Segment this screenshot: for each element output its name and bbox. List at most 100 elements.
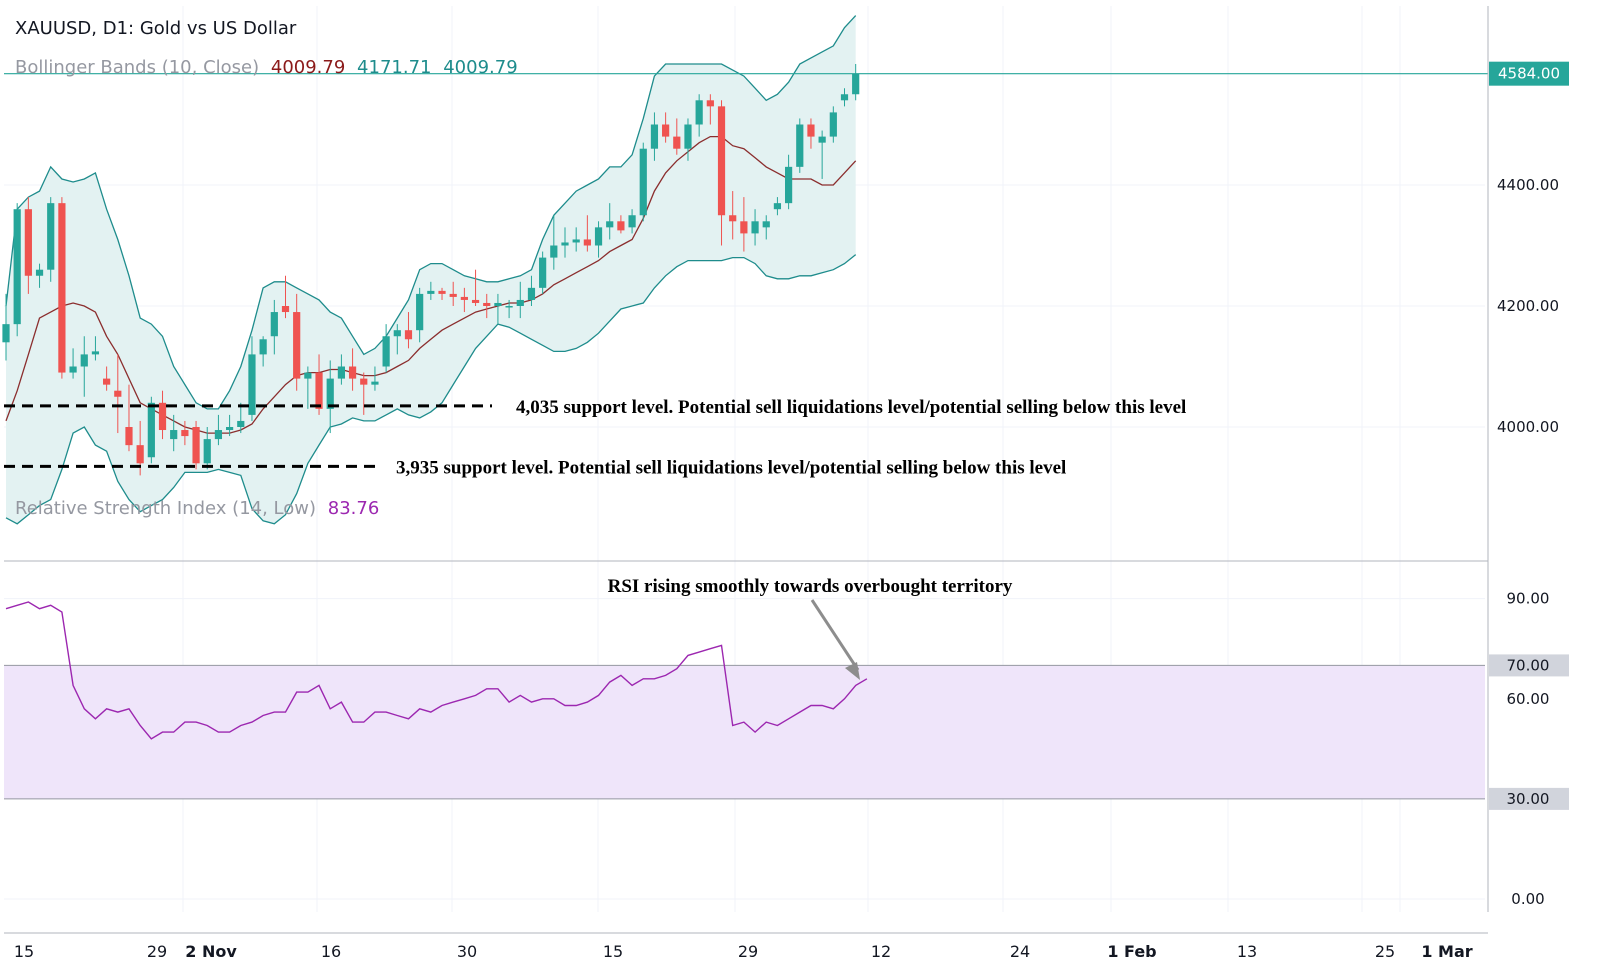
candle [550, 215, 558, 270]
candle [706, 94, 714, 125]
candle-body [684, 124, 692, 149]
candle [662, 112, 670, 143]
bollinger-value-2: 4171.71 [357, 57, 432, 78]
candle [58, 197, 66, 379]
candle-body [69, 366, 77, 373]
candle-body [337, 366, 345, 379]
rsi-tick-label: 60.00 [1507, 690, 1550, 708]
candle-body [348, 366, 357, 379]
candle [360, 372, 368, 415]
candle-body [583, 239, 591, 246]
rsi-tick-label: 70.00 [1507, 656, 1550, 674]
bollinger-band-fill [6, 15, 856, 524]
candle-body [259, 339, 267, 355]
candle [471, 269, 480, 306]
price-tick-label: 4400.00 [1497, 176, 1559, 194]
candle-body [471, 299, 480, 303]
candle [337, 354, 345, 385]
time-tick-label: 1 Mar [1421, 942, 1472, 961]
candle-body [360, 378, 368, 385]
candle-body [214, 430, 223, 440]
candle-body [170, 430, 178, 440]
current-price-tag-bg [1489, 61, 1569, 86]
price-tick-label: 4200.00 [1497, 297, 1559, 315]
candle [47, 197, 55, 282]
candle [561, 227, 569, 258]
annotation-arrow-shaft [810, 599, 860, 671]
candle [527, 275, 536, 306]
annotation-support-3935: 3,935 support level. Potential sell liqu… [396, 457, 1066, 478]
candle-body [829, 112, 837, 137]
candle [785, 154, 793, 210]
candle-body [438, 290, 446, 294]
candle [192, 420, 200, 470]
bollinger-value-3: 4009.79 [443, 57, 518, 78]
candle [214, 414, 223, 446]
candle [505, 299, 513, 319]
candle [852, 64, 860, 101]
rsi-tick-bg [1489, 654, 1569, 677]
annotation-support-4035: 4,035 support level. Potential sell liqu… [516, 397, 1186, 418]
candle [617, 215, 625, 234]
rsi-value: 83.76 [327, 498, 380, 519]
candle-body [818, 136, 826, 143]
candle [516, 281, 524, 319]
candle-body [561, 242, 569, 246]
candle-body [125, 427, 133, 446]
bollinger-legend: Bollinger Bands (10, Close) 4009.79 4171… [15, 57, 524, 78]
candle-body [483, 302, 491, 306]
candle [673, 118, 681, 155]
candle [572, 227, 580, 252]
candle-body [505, 306, 513, 308]
candle [762, 215, 770, 240]
rsi-tick: 60.00 [1507, 690, 1550, 708]
rsi-tick-bg [1489, 787, 1569, 810]
bollinger-basis-line [5, 135, 857, 434]
current-price-tag: 4584.00 [1489, 61, 1569, 86]
rsi-tick-label: 0.00 [1511, 890, 1544, 908]
candle-body [281, 306, 290, 313]
time-tick-label: 29 [147, 942, 167, 961]
candle-body [103, 378, 111, 385]
time-tick-label: 13 [1237, 942, 1257, 961]
candle [807, 118, 815, 149]
bollinger-upper-band [5, 15, 857, 410]
price-tick-label: 4000.00 [1497, 418, 1559, 436]
candle [226, 414, 234, 437]
candle [147, 396, 155, 464]
price-axis: 4000.00 4200.00 4400.00 4584.00 0.00 30.00 60.… [1489, 61, 1569, 908]
candle [695, 94, 703, 137]
candle [348, 348, 357, 391]
candle [103, 366, 111, 391]
candle-body [785, 166, 793, 204]
candle [69, 348, 77, 379]
candle [818, 130, 826, 179]
candle [594, 221, 603, 258]
symbol-title: XAUUSD, D1: Gold vs US Dollar [15, 18, 302, 39]
candle [170, 414, 178, 452]
candle [539, 251, 547, 294]
candle [829, 106, 837, 143]
candle [2, 293, 10, 361]
candle-body [628, 215, 636, 228]
time-tick-label: 24 [1010, 942, 1030, 961]
candle [438, 287, 446, 300]
candle-body [382, 336, 390, 367]
candle [248, 336, 256, 421]
candle [91, 336, 100, 361]
candle-body [203, 439, 211, 464]
candle-body [114, 390, 122, 397]
candle [237, 402, 245, 434]
bollinger-lower-band [5, 254, 857, 525]
current-price-tag-label: 4584.00 [1498, 65, 1560, 83]
candle [158, 390, 167, 440]
candle-body [550, 245, 558, 258]
candle [393, 324, 401, 355]
candle-body [237, 420, 245, 427]
candle-body [606, 221, 614, 228]
candle [80, 336, 88, 397]
candle [460, 287, 468, 313]
candle-body [304, 372, 312, 379]
candle [326, 360, 334, 434]
